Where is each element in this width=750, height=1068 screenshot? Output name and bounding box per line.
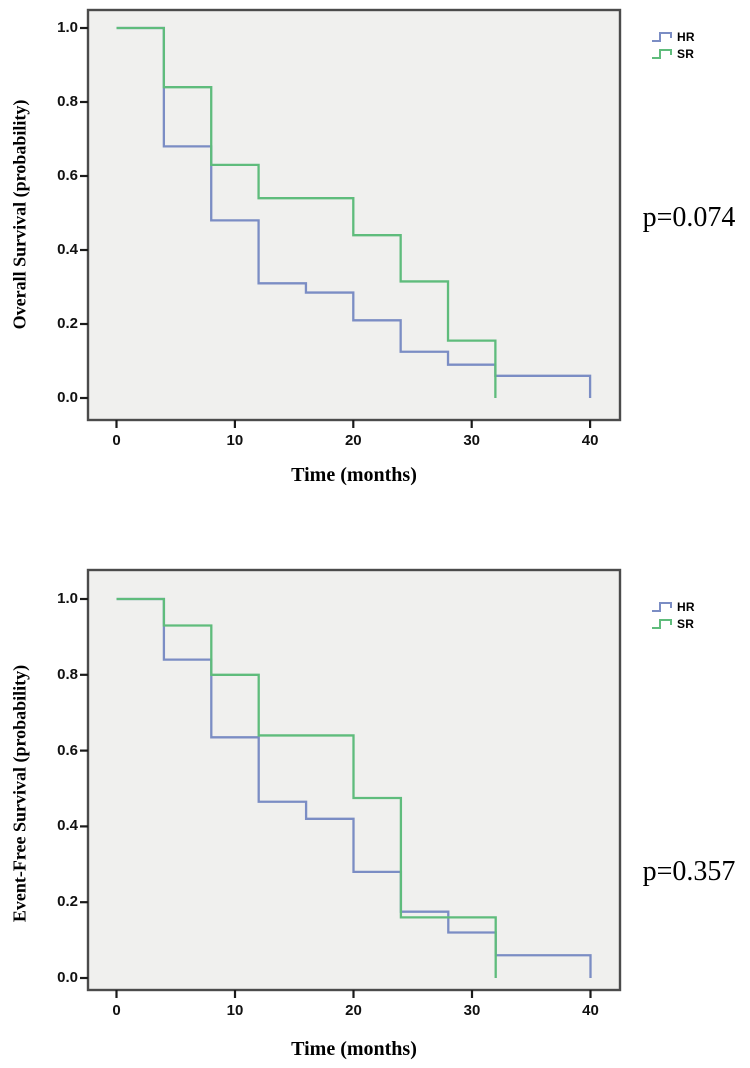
legend: HR SR: [651, 29, 695, 61]
legend-label: HR: [677, 29, 695, 44]
y-tick-label: 0.4: [57, 241, 78, 258]
legend-item-hr: HR: [651, 599, 695, 614]
y-tick-label: 0.2: [57, 893, 78, 911]
y-tick-label: 1.0: [57, 19, 78, 36]
x-tick-label: 0: [112, 1002, 121, 1019]
y-axis-title: Overall Survival (probability): [9, 99, 30, 330]
legend-step-icon: [652, 601, 672, 612]
y-tick-label: 0.6: [57, 167, 78, 184]
p-value-annotation: p=0.074: [642, 202, 736, 233]
x-tick-label: 0: [112, 432, 121, 449]
legend-label: SR: [677, 46, 695, 61]
y-tick-label: 0.0: [57, 389, 78, 406]
y-tick-label: 0.8: [57, 665, 78, 683]
legend: HR SR: [651, 599, 695, 631]
legend-label: SR: [677, 616, 695, 631]
x-axis-title: Time (months): [291, 464, 417, 486]
x-tick-label: 40: [581, 432, 599, 449]
legend-label: HR: [677, 599, 695, 614]
event-free-survival-figure: Event-Free Survival (probability) Time (…: [0, 534, 750, 1068]
y-tick-label: 0.0: [57, 969, 78, 986]
legend-item-sr: SR: [651, 46, 695, 61]
x-tick-label: 30: [463, 432, 481, 449]
x-axis-title: Time (months): [291, 1038, 417, 1060]
legend-step-icon: [652, 618, 672, 629]
overall-survival-plot-svg: [80, 8, 622, 428]
survival-curve-sr: [116, 26, 497, 398]
overall-survival-figure: Overall Survival (probability) Time (mon…: [9, 8, 736, 486]
survival-curve-sr: [116, 597, 497, 978]
x-tick-label: 10: [226, 432, 244, 449]
x-tick-label: 10: [226, 1002, 244, 1019]
legend-item-sr: SR: [651, 616, 695, 631]
y-axis-title: Event-Free Survival (probability): [9, 664, 30, 923]
y-tick-label: 1.0: [57, 590, 78, 607]
legend-step-icon: [652, 31, 672, 42]
x-tick-label: 30: [463, 1002, 481, 1019]
x-tick-label: 40: [582, 1002, 599, 1019]
y-tick-label: 0.8: [57, 93, 78, 110]
event-free-survival-plot-svg: [80, 568, 622, 998]
y-tick-label: 0.4: [57, 817, 78, 835]
x-tick-label: 20: [345, 1002, 362, 1019]
legend-item-hr: HR: [651, 29, 695, 44]
p-value-annotation: p=0.357: [642, 856, 736, 887]
y-tick-label: 0.2: [57, 315, 78, 332]
legend-step-icon: [652, 48, 672, 59]
x-tick-label: 20: [344, 432, 362, 449]
y-tick-label: 0.6: [57, 741, 78, 759]
